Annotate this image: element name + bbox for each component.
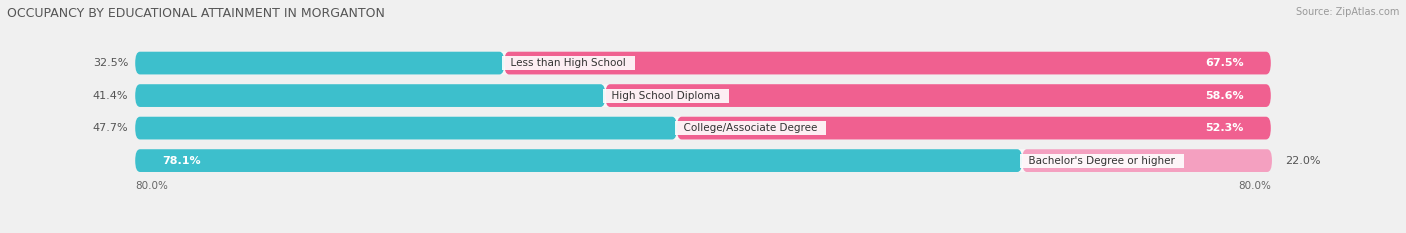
FancyBboxPatch shape — [135, 117, 1271, 140]
FancyBboxPatch shape — [606, 84, 1271, 107]
FancyBboxPatch shape — [1022, 149, 1272, 172]
FancyBboxPatch shape — [676, 117, 1271, 140]
Text: 80.0%: 80.0% — [135, 181, 169, 191]
Text: 67.5%: 67.5% — [1205, 58, 1244, 68]
FancyBboxPatch shape — [135, 52, 1271, 75]
Text: 32.5%: 32.5% — [93, 58, 128, 68]
FancyBboxPatch shape — [135, 149, 1271, 172]
Text: 22.0%: 22.0% — [1285, 156, 1322, 166]
Text: Bachelor's Degree or higher: Bachelor's Degree or higher — [1022, 156, 1181, 166]
Text: High School Diploma: High School Diploma — [606, 91, 727, 101]
FancyBboxPatch shape — [135, 52, 505, 75]
Text: 47.7%: 47.7% — [93, 123, 128, 133]
Text: 58.6%: 58.6% — [1205, 91, 1244, 101]
FancyBboxPatch shape — [135, 84, 1271, 107]
Text: 52.3%: 52.3% — [1205, 123, 1244, 133]
Text: College/Associate Degree: College/Associate Degree — [676, 123, 824, 133]
FancyBboxPatch shape — [505, 52, 1271, 75]
Text: OCCUPANCY BY EDUCATIONAL ATTAINMENT IN MORGANTON: OCCUPANCY BY EDUCATIONAL ATTAINMENT IN M… — [7, 7, 385, 20]
Text: Source: ZipAtlas.com: Source: ZipAtlas.com — [1295, 7, 1399, 17]
FancyBboxPatch shape — [135, 149, 1022, 172]
Text: 41.4%: 41.4% — [93, 91, 128, 101]
FancyBboxPatch shape — [135, 84, 606, 107]
FancyBboxPatch shape — [135, 117, 676, 140]
Text: 80.0%: 80.0% — [1237, 181, 1271, 191]
Text: Less than High School: Less than High School — [505, 58, 633, 68]
Text: 78.1%: 78.1% — [162, 156, 201, 166]
